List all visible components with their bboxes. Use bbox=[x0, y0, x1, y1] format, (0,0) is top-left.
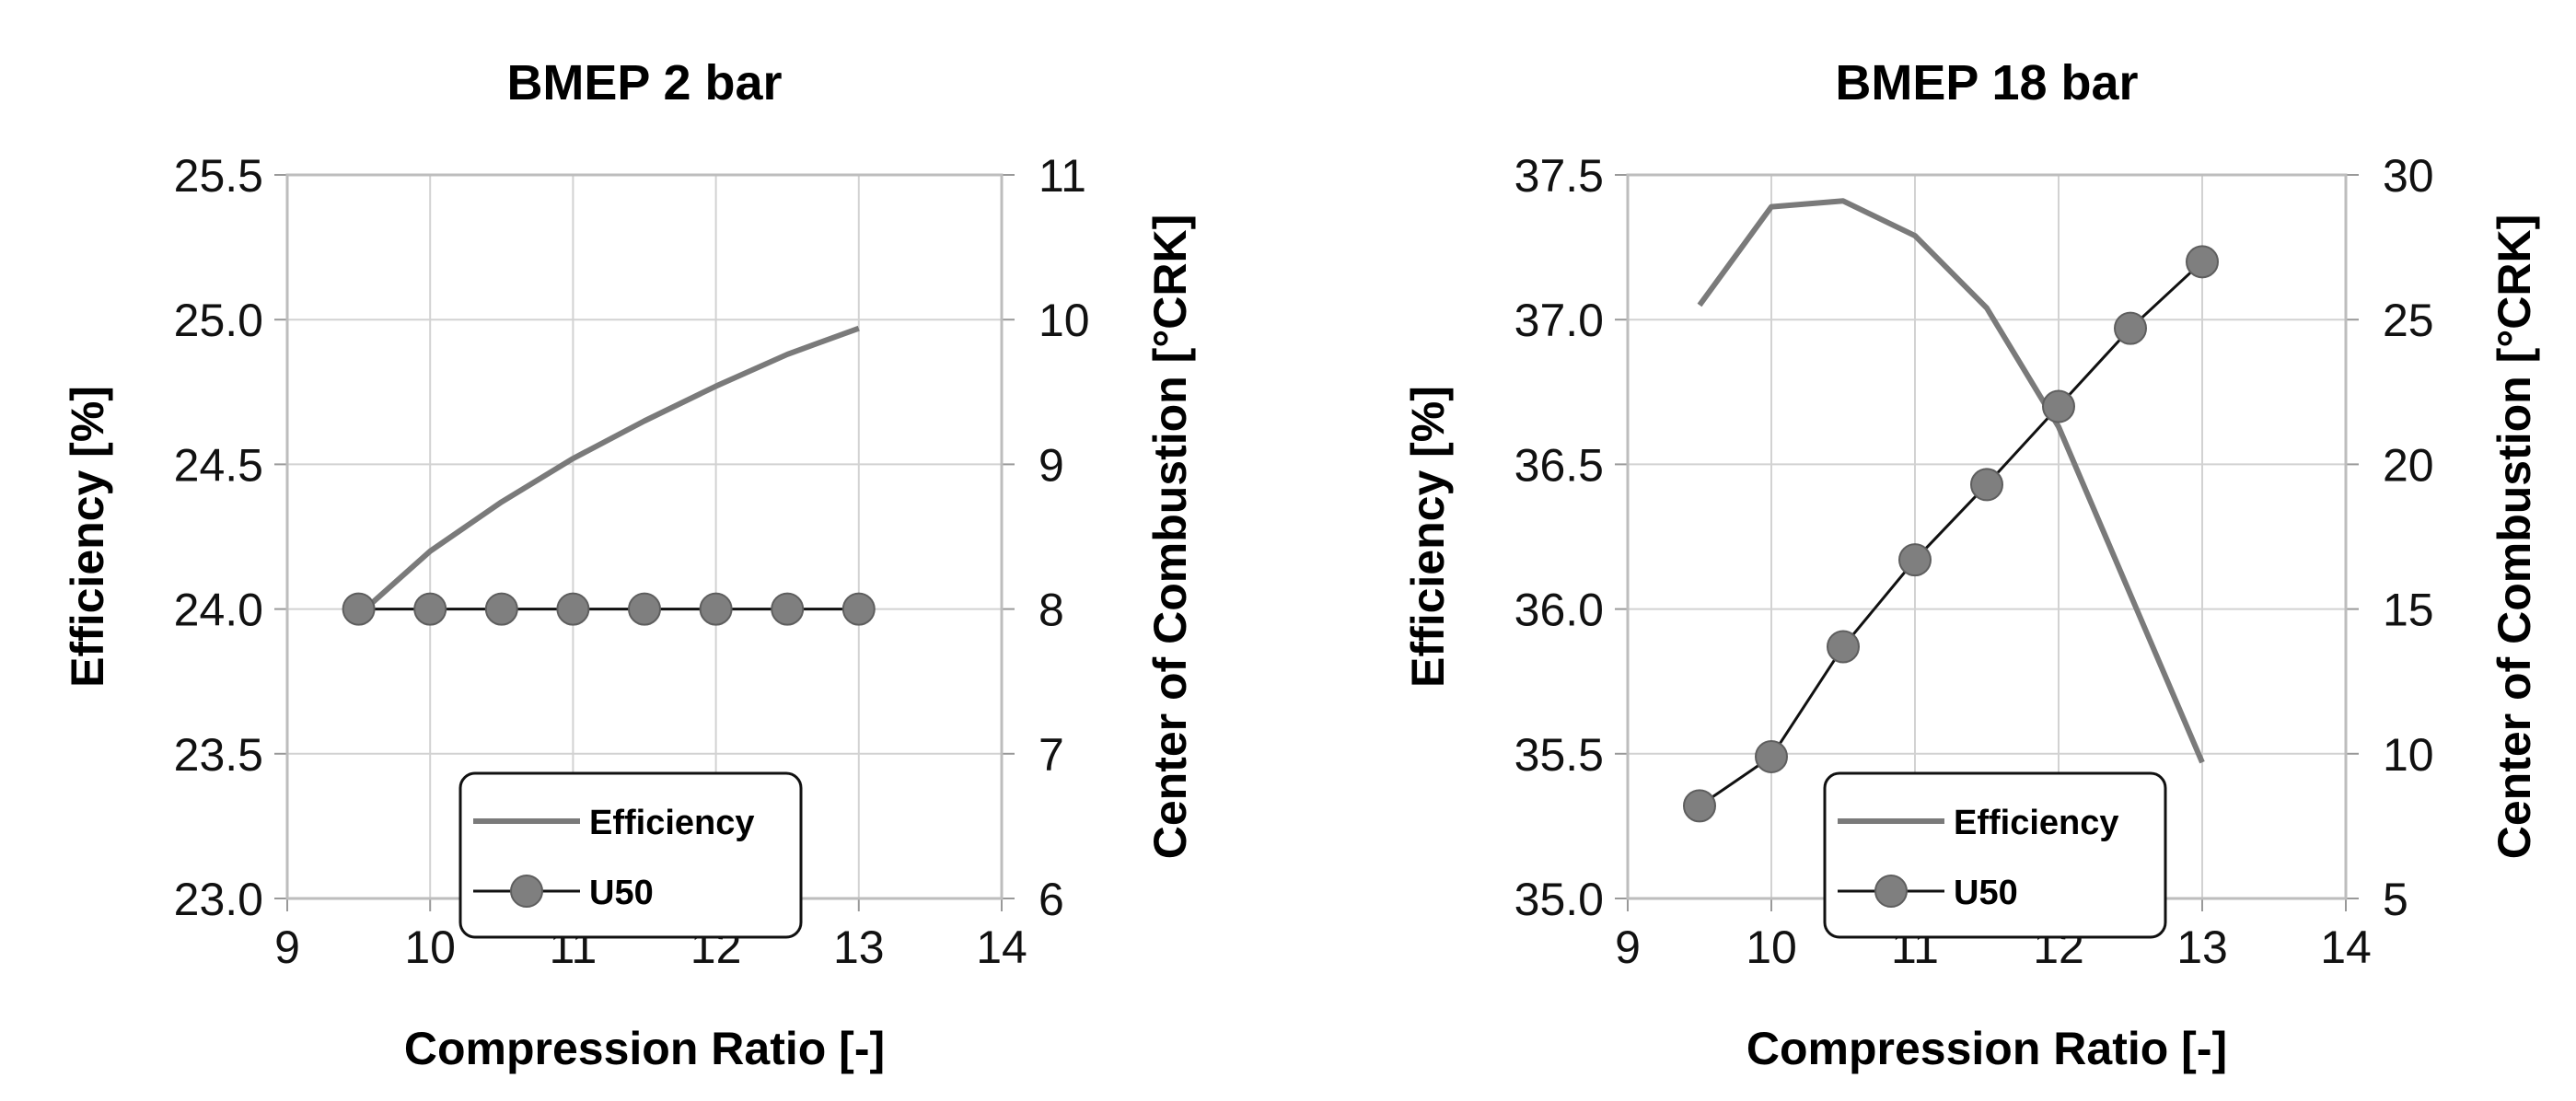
u50-point bbox=[556, 592, 590, 626]
u50-point bbox=[841, 592, 876, 626]
legend-efficiency-label: Efficiency bbox=[1954, 804, 2119, 842]
y2-tick-label: 15 bbox=[2383, 585, 2434, 636]
y2-tick-label: 9 bbox=[1039, 439, 1064, 491]
y-tick-label: 24.0 bbox=[174, 585, 263, 636]
u50-point bbox=[771, 592, 805, 626]
y-tick-label: 37.5 bbox=[1514, 150, 1604, 202]
y2-tick-label: 10 bbox=[1039, 295, 1090, 346]
y-tick-label: 24.5 bbox=[174, 439, 263, 491]
y2-axis-label: Center of Combustion [°CRK] bbox=[2489, 214, 2540, 860]
legend-box bbox=[458, 771, 803, 939]
y-tick-label: 25.5 bbox=[174, 150, 263, 202]
u50-point bbox=[1755, 739, 1788, 773]
x-tick-label: 14 bbox=[976, 921, 1027, 973]
y-tick-label: 35.5 bbox=[1514, 729, 1604, 781]
chart-title: BMEP 18 bar bbox=[1835, 55, 2138, 110]
u50-point bbox=[1683, 789, 1716, 823]
y2-tick-label: 8 bbox=[1039, 585, 1064, 636]
y-tick-label: 37.0 bbox=[1514, 295, 1604, 346]
u50-point bbox=[2042, 389, 2075, 423]
y-tick-label: 23.5 bbox=[174, 729, 263, 781]
y2-tick-label: 30 bbox=[2383, 150, 2434, 202]
x-axis-label: Compression Ratio [-] bbox=[1746, 1023, 2227, 1074]
u50-point bbox=[699, 592, 733, 626]
y-axis-label: Efficiency [%] bbox=[62, 386, 113, 688]
u50-point bbox=[2114, 311, 2147, 345]
u50-point bbox=[1827, 630, 1860, 664]
x-tick-label: 9 bbox=[1615, 921, 1641, 973]
x-tick-label: 9 bbox=[274, 921, 300, 973]
y2-tick-label: 7 bbox=[1039, 729, 1064, 781]
x-tick-label: 10 bbox=[404, 921, 456, 973]
u50-point bbox=[1970, 468, 2003, 502]
y2-tick-label: 11 bbox=[1039, 150, 1086, 202]
y-tick-label: 25.0 bbox=[174, 295, 263, 346]
y-tick-label: 23.0 bbox=[174, 874, 263, 925]
chart-title: BMEP 2 bar bbox=[506, 55, 782, 110]
y2-tick-label: 10 bbox=[2383, 729, 2434, 781]
y2-tick-label: 6 bbox=[1039, 874, 1064, 925]
chart-panel-1: 9 10 11 12 13 1423.023.524.024.525.025.567891… bbox=[62, 55, 1196, 1074]
y-tick-label: 36.5 bbox=[1514, 439, 1604, 491]
u50-point bbox=[628, 592, 661, 626]
efficiency-line bbox=[356, 325, 860, 618]
x-tick-label: 14 bbox=[2320, 921, 2372, 973]
x-tick-label: 13 bbox=[833, 921, 885, 973]
efficiency-line bbox=[1697, 198, 2205, 764]
x-tick-label: 13 bbox=[2176, 921, 2228, 973]
y2-axis-label: Center of Combustion [°CRK] bbox=[1144, 214, 1196, 860]
y-axis-label: Efficiency [%] bbox=[1402, 386, 1454, 688]
legend: Efficiency U50 bbox=[458, 771, 803, 939]
legend-u50-label: U50 bbox=[1954, 874, 2018, 912]
x-tick-label: 10 bbox=[1746, 921, 1797, 973]
y2-tick-label: 5 bbox=[2383, 874, 2408, 925]
u50-point bbox=[484, 592, 518, 626]
u50-point bbox=[413, 592, 447, 626]
x-axis-label: Compression Ratio [-] bbox=[404, 1023, 885, 1074]
u50-point bbox=[2186, 245, 2219, 279]
y2-tick-label: 25 bbox=[2383, 295, 2434, 346]
chart-panel-2: 9 10 11 12 13 1435.035.536.036.537.037.551015… bbox=[1402, 55, 2540, 1074]
y-tick-label: 36.0 bbox=[1514, 585, 1604, 636]
u50-point bbox=[1898, 543, 1932, 577]
u50-point bbox=[342, 592, 376, 626]
u50-line bbox=[1699, 261, 2204, 807]
legend-u50-label: U50 bbox=[589, 874, 654, 912]
legend-u50-marker bbox=[1874, 875, 1908, 908]
legend-u50-marker bbox=[510, 875, 543, 908]
legend-efficiency-label: Efficiency bbox=[589, 804, 755, 842]
y-tick-label: 35.0 bbox=[1514, 874, 1604, 925]
legend-box bbox=[1823, 771, 2167, 939]
legend: Efficiency U50 bbox=[1823, 771, 2167, 939]
y2-tick-label: 20 bbox=[2383, 439, 2434, 491]
